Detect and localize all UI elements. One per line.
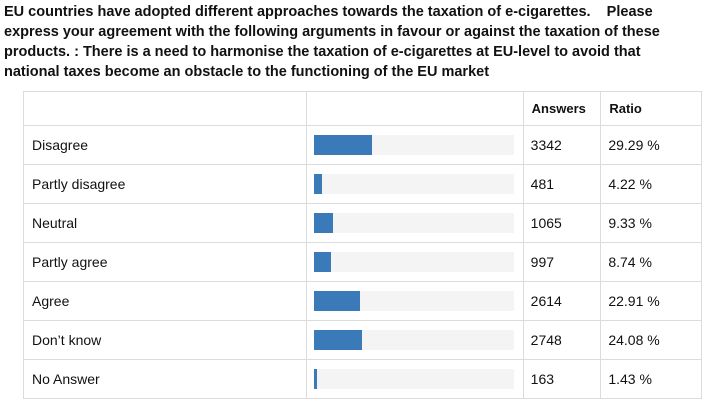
header-empty-label: [23, 91, 307, 126]
category-label: Don’t know: [23, 320, 307, 360]
answers-value: 997: [522, 242, 602, 282]
bar-track: [313, 174, 514, 194]
bar-cell: [305, 242, 524, 282]
table-row: Don’t know 2748 24.08 %: [23, 320, 702, 360]
bar-cell: [305, 281, 524, 321]
bar-cell: [305, 164, 524, 204]
header-row: Answers Ratio: [23, 91, 702, 126]
category-label: Neutral: [23, 203, 307, 243]
category-label: Agree: [23, 281, 307, 321]
header-answers-label: Answers: [531, 101, 586, 116]
bar: [313, 213, 333, 233]
bar-track: [313, 135, 514, 155]
ratio-value: 24.08 %: [600, 320, 702, 360]
category-label: Partly disagree: [23, 164, 307, 204]
ratio-value: 29.29 %: [600, 125, 702, 165]
ratio-value: 4.22 %: [600, 164, 702, 204]
table-row: Partly agree 997 8.74 %: [23, 242, 702, 282]
answers-value: 163: [522, 359, 602, 399]
bar: [313, 330, 363, 350]
answers-value: 3342: [522, 125, 602, 165]
bar-track: [313, 213, 514, 233]
header-ratio: Ratio: [600, 91, 702, 126]
header-ratio-label: Ratio: [609, 101, 642, 116]
bar-track: [313, 252, 514, 272]
category-label: Disagree: [23, 125, 307, 165]
header-answers: Answers: [522, 91, 602, 126]
bar-cell: [305, 203, 524, 243]
table-row: Neutral 1065 9.33 %: [23, 203, 702, 243]
results-table: Answers Ratio Disagree 3342 29.29 % Partly …: [23, 91, 702, 399]
answers-value: 2614: [522, 281, 602, 321]
bar: [313, 135, 373, 155]
table-row: Agree 2614 22.91 %: [23, 281, 702, 321]
answers-value: 481: [522, 164, 602, 204]
bar-track: [313, 369, 514, 389]
ratio-value: 1.43 %: [600, 359, 702, 399]
bar: [313, 291, 360, 311]
table-row: No Answer 163 1.43 %: [23, 359, 702, 399]
bar-cell: [305, 359, 524, 399]
header-empty-bar: [305, 91, 524, 126]
table-row: Disagree 3342 29.29 %: [23, 125, 702, 165]
bar-track: [313, 330, 514, 350]
bar-cell: [305, 320, 524, 360]
table-row: Partly disagree 481 4.22 %: [23, 164, 702, 204]
ratio-value: 9.33 %: [600, 203, 702, 243]
ratio-value: 22.91 %: [600, 281, 702, 321]
bar: [313, 174, 323, 194]
answers-value: 2748: [522, 320, 602, 360]
answers-value: 1065: [522, 203, 602, 243]
question-text: EU countries have adopted different appr…: [4, 4, 664, 80]
bar-cell: [305, 125, 524, 165]
ratio-value: 8.74 %: [600, 242, 702, 282]
category-label: Partly agree: [23, 242, 307, 282]
category-label: No Answer: [23, 359, 307, 399]
bar-track: [313, 291, 514, 311]
bar: [313, 252, 332, 272]
bar: [313, 369, 317, 389]
